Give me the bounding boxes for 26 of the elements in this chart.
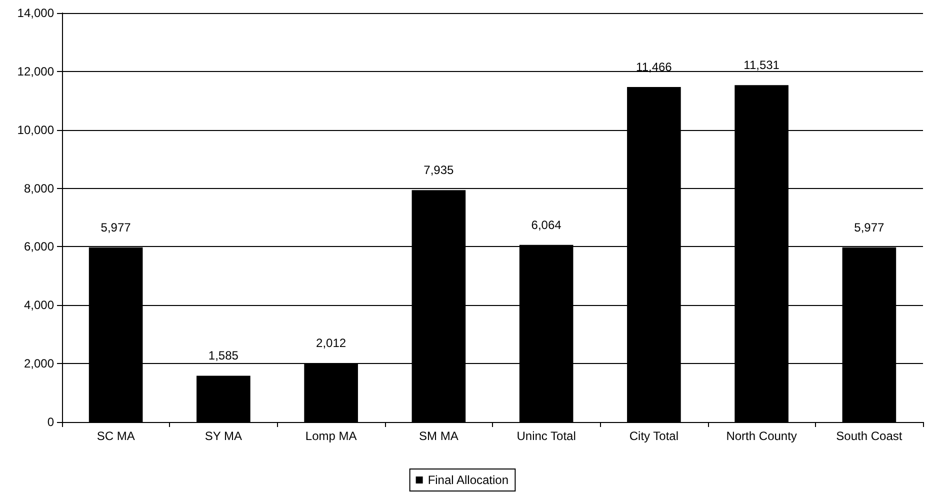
x-tick-label: Lomp MA — [305, 429, 357, 443]
data-label: 5,977 — [854, 220, 885, 234]
data-label: 5,977 — [100, 220, 132, 234]
data-label: 2,012 — [316, 336, 346, 350]
bar — [196, 376, 250, 422]
y-tick-label: 0 — [47, 415, 54, 429]
data-label: 11,531 — [744, 58, 780, 72]
x-tick-label: City Total — [629, 429, 679, 443]
y-tick-label: 6,000 — [24, 240, 54, 254]
x-tick-label: SM MA — [419, 429, 458, 443]
data-label: 6,064 — [531, 218, 562, 232]
y-tick-label: 14,000 — [17, 6, 54, 20]
legend-label: Final Allocation — [428, 473, 509, 487]
y-tick-label: 8,000 — [24, 181, 54, 196]
y-tick-label: 2,000 — [24, 356, 54, 371]
data-label: 7,935 — [424, 163, 454, 178]
x-tick-label: North County — [726, 429, 797, 443]
x-tick-label: Uninc Total — [516, 429, 576, 443]
x-tick-label: South Coast — [836, 429, 903, 443]
x-tick-label: SC MA — [96, 429, 135, 443]
x-tick-label: SY MA — [204, 429, 242, 443]
y-tick-label: 10,000 — [17, 122, 54, 137]
y-tick-label: 4,000 — [24, 298, 54, 312]
data-label: 1,585 — [208, 348, 239, 363]
y-tick-label: 12,000 — [17, 64, 54, 78]
data-label: 11,466 — [636, 60, 672, 74]
